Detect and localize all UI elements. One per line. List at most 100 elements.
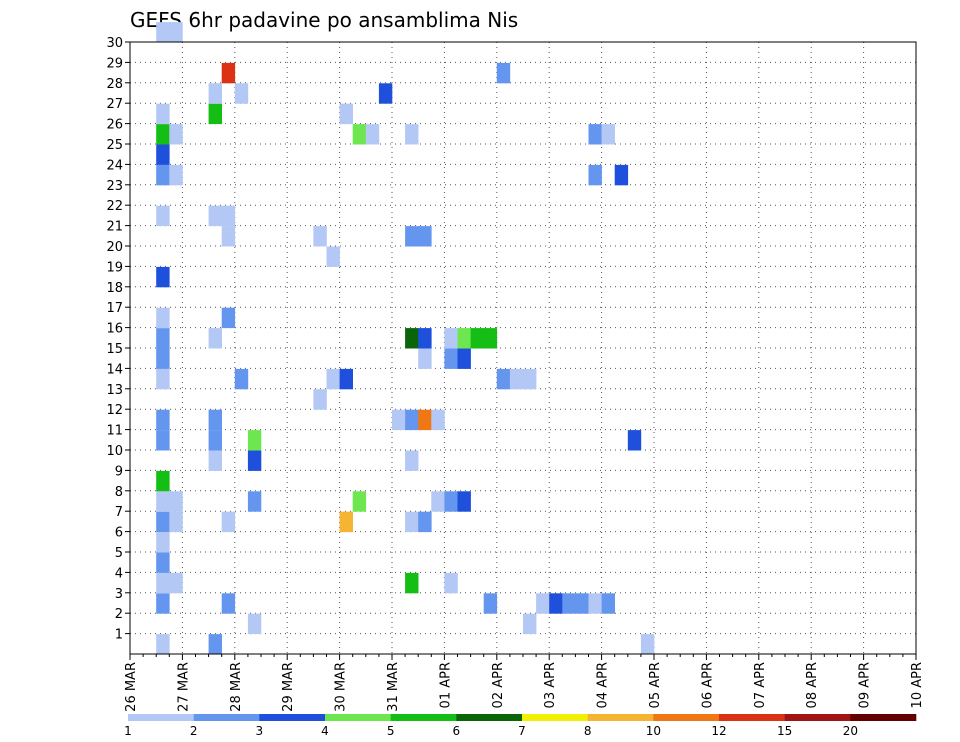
x-tick-label: 27 MAR [176,662,191,712]
heatmap-cell [405,409,419,431]
chart-title: GEFS 6hr padavine po ansamblima Nis [130,8,518,32]
colorbar-label: 12 [711,724,726,738]
y-tick-label: 16 [106,322,123,337]
y-tick-label: 22 [106,199,123,214]
heatmap-cell [405,511,419,533]
heatmap-cell [221,205,236,227]
heatmap-cell [247,430,262,451]
x-tick-label: 09 APR [858,662,873,708]
heatmap-cell [614,164,629,186]
x-tick-label: 28 MAR [229,662,244,712]
heatmap-cell [418,348,432,369]
heatmap-cells [156,22,655,655]
y-tick-label: 10 [106,444,123,459]
heatmap-cell [313,226,327,247]
colorbar-label: 15 [777,724,792,738]
y-tick-label: 26 [106,118,123,133]
heatmap-cell [156,511,170,533]
y-axis: 1234567891011121314151617181920212223242… [106,36,130,643]
heatmap-cell [444,491,458,512]
colorbar-label: 7 [518,724,526,738]
heatmap-cell [326,368,340,390]
y-tick-label: 14 [106,362,123,377]
x-tick-label: 07 APR [753,662,768,708]
y-tick-label: 2 [115,607,123,622]
colorbar-swatch [456,714,523,721]
heatmap-cell [365,124,380,145]
heatmap-cell [378,83,393,104]
heatmap-cell [208,450,222,471]
heatmap-cell [405,226,419,247]
colorbar-swatch [784,714,851,721]
heatmap-cell [339,511,353,533]
heatmap-cell [457,348,471,369]
heatmap-cell [208,409,222,431]
x-tick-label: 03 APR [543,662,558,708]
heatmap-cell [208,328,222,349]
heatmap-cell [352,124,367,145]
heatmap-cell [588,124,602,145]
colorbar-swatch [390,714,457,721]
y-tick-label: 30 [106,36,123,51]
heatmap-cell [562,593,576,614]
colorbar-swatch [587,714,654,721]
x-tick-label: 02 APR [491,662,506,708]
heatmap-cell [339,103,353,125]
x-tick-label: 30 MAR [334,662,349,712]
x-axis: 26 MAR 27 MAR 28 MAR 29 MAR 30 MAR 31 MAR 01 A… [124,654,925,712]
heatmap-cell [156,430,170,451]
y-tick-label: 24 [106,158,123,173]
heatmap-cell [470,328,484,349]
heatmap-cell [496,368,511,390]
heatmap-cell [221,307,236,329]
heatmap-cell [221,593,236,614]
x-tick-label: 08 APR [805,662,820,708]
colorbar-swatch [522,714,588,721]
x-tick-label: 26 MAR [124,662,139,712]
heatmap-cell [536,593,550,614]
heatmap-cell [392,409,406,431]
heatmap-cell [208,205,222,227]
heatmap-cell [457,491,471,512]
heatmap-cell [405,328,419,349]
heatmap-cell [326,246,340,267]
heatmap-cell [588,593,602,614]
heatmap-cell [627,430,642,451]
heatmap-cell [169,124,183,145]
y-tick-label: 11 [106,424,123,439]
heatmap-cell [208,634,222,655]
heatmap-cell [208,430,222,451]
colorbar: 1 2 3 4 5 6 7 8 10 12 15 20 [124,714,917,738]
heatmap-cell [418,226,432,247]
heatmap-cell [156,164,170,186]
heatmap-cell [457,328,471,349]
y-tick-label: 4 [115,566,123,581]
heatmap-cell [156,368,170,390]
heatmap-cell [431,409,445,431]
plot-frame [129,41,917,655]
y-tick-label: 9 [115,464,123,479]
heatmap-cell [523,368,537,390]
heatmap-cell [156,328,170,349]
grid [130,41,917,654]
x-tick-label: 10 APR [910,662,925,708]
heatmap-cell [339,368,353,390]
colorbar-label: 5 [387,724,395,738]
heatmap-cell [169,511,183,533]
heatmap-cell [431,491,445,512]
heatmap-cell [156,572,170,594]
colorbar-label: 10 [646,724,661,738]
heatmap-cell [221,62,236,84]
y-tick-label: 5 [115,546,123,561]
heatmap-cell [156,144,170,165]
heatmap-cell [208,83,222,104]
x-tick-label: 31 MAR [386,662,401,712]
heatmap-cell [169,572,183,594]
colorbar-label: 3 [256,724,264,738]
heatmap-cell [405,124,419,145]
heatmap-cell [156,266,170,288]
heatmap-cell [169,164,183,186]
colorbar-label: 4 [321,724,329,738]
x-tick-label: 06 APR [700,662,715,708]
colorbar-label: 1 [124,724,132,738]
